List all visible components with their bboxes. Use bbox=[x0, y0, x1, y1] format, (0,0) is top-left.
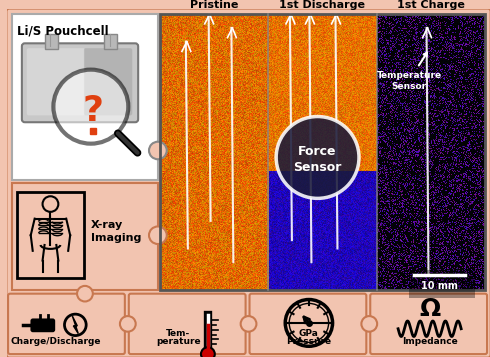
FancyBboxPatch shape bbox=[31, 320, 54, 331]
Circle shape bbox=[201, 347, 215, 357]
Text: GPa: GPa bbox=[299, 330, 319, 338]
Text: 1st Charge: 1st Charge bbox=[397, 0, 465, 10]
Text: ?: ? bbox=[82, 94, 103, 127]
FancyBboxPatch shape bbox=[8, 294, 125, 354]
Circle shape bbox=[241, 316, 256, 332]
Bar bbox=[160, 14, 485, 290]
Circle shape bbox=[120, 316, 136, 332]
Polygon shape bbox=[73, 316, 78, 334]
Text: Pressure: Pressure bbox=[286, 337, 331, 346]
Circle shape bbox=[77, 286, 93, 301]
Text: 1st Discharge: 1st Discharge bbox=[279, 0, 366, 10]
Bar bbox=[104, 34, 118, 49]
Bar bbox=[409, 270, 475, 298]
Text: 10 mm: 10 mm bbox=[421, 281, 458, 291]
Text: Li/S Pouchcell: Li/S Pouchcell bbox=[17, 25, 109, 38]
Text: Charge/Discharge: Charge/Discharge bbox=[10, 337, 101, 346]
Circle shape bbox=[149, 142, 167, 159]
Text: perature: perature bbox=[156, 337, 200, 346]
Bar bbox=[45, 34, 58, 49]
FancyBboxPatch shape bbox=[129, 294, 245, 354]
Text: Tem-: Tem- bbox=[166, 330, 191, 338]
Circle shape bbox=[149, 226, 167, 244]
Text: Temperature
Sensor: Temperature Sensor bbox=[377, 52, 442, 91]
Text: Impedance: Impedance bbox=[402, 337, 458, 346]
Bar bbox=[17, 192, 84, 278]
FancyBboxPatch shape bbox=[6, 8, 490, 357]
Text: Sensor: Sensor bbox=[294, 161, 342, 174]
FancyBboxPatch shape bbox=[22, 43, 138, 122]
FancyBboxPatch shape bbox=[27, 48, 85, 115]
FancyBboxPatch shape bbox=[84, 48, 132, 115]
FancyBboxPatch shape bbox=[370, 294, 487, 354]
FancyBboxPatch shape bbox=[12, 183, 158, 290]
FancyBboxPatch shape bbox=[12, 14, 158, 180]
Circle shape bbox=[276, 116, 359, 198]
Circle shape bbox=[53, 70, 128, 144]
Circle shape bbox=[362, 316, 377, 332]
Text: Pristine: Pristine bbox=[190, 0, 238, 10]
Text: Force: Force bbox=[298, 145, 337, 158]
Text: X-ray
Imaging: X-ray Imaging bbox=[91, 220, 141, 243]
Text: Ω: Ω bbox=[419, 297, 440, 321]
FancyBboxPatch shape bbox=[249, 294, 367, 354]
